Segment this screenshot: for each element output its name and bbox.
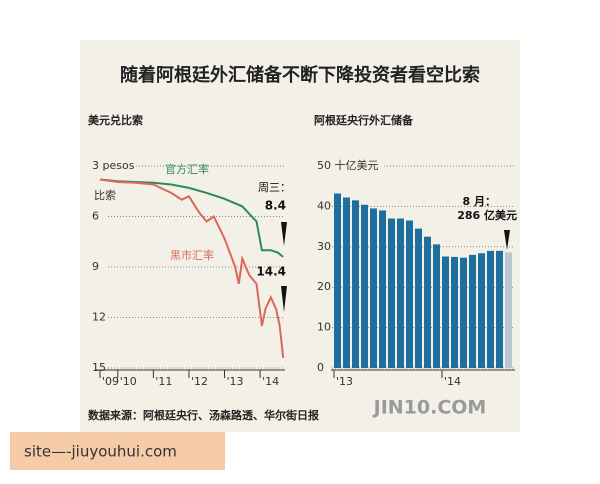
overlay-box (10, 432, 225, 470)
bar (370, 208, 377, 368)
y-tick-label: 20 (317, 280, 331, 293)
bar (469, 254, 476, 368)
overlay-text: site—-jiuyouhui.com (24, 443, 177, 461)
bar (442, 256, 449, 368)
x-tick-label: '13 (227, 375, 244, 388)
y-tick-label: 40 (317, 199, 331, 212)
legend-label: 官方汇率 (165, 162, 209, 176)
bar (496, 250, 503, 368)
pointer (504, 230, 510, 250)
bar (478, 253, 485, 368)
y-unit: 比索 (94, 188, 116, 202)
bar (487, 250, 494, 368)
bar (379, 210, 386, 368)
annotation: 8 月： (463, 195, 496, 208)
x-tick-label: '12 (191, 375, 208, 388)
legend-label: 黑市汇率 (170, 248, 214, 262)
bar (406, 220, 413, 368)
subtitle: 美元兑比索 (88, 113, 143, 127)
bar (352, 200, 359, 368)
y-tick-label: 6 (92, 210, 99, 223)
chart-title: 随着阿根廷外汇储备不断下降投资者看空比索 (120, 64, 480, 86)
y-tick-label: 50 十亿美元 (317, 158, 379, 172)
bar (424, 236, 431, 368)
bar (433, 244, 440, 368)
bar (388, 218, 395, 368)
x-tick-label: '09 (102, 375, 119, 388)
bar (460, 257, 467, 368)
x-tick-label: '14 (262, 375, 279, 388)
x-tick-label: '11 (155, 375, 172, 388)
y-tick-label: 15 (92, 361, 106, 374)
bar (361, 204, 368, 368)
panel (80, 40, 520, 432)
y-tick-label: 10 (317, 321, 331, 334)
bar (451, 256, 458, 368)
pointer (281, 222, 287, 246)
subtitle: 阿根廷央行外汇储备 (314, 113, 414, 127)
y-tick-label: 12 (92, 311, 106, 324)
value-label: 286 亿美元 (457, 208, 517, 222)
x-tick-label: '10 (120, 375, 137, 388)
annotation: 周三： (258, 181, 291, 194)
y-tick-label: 0 (317, 361, 324, 374)
bar (334, 193, 341, 368)
line (99, 178, 285, 359)
x-tick-label: '13 (336, 375, 353, 388)
bar (343, 197, 350, 368)
pointer (281, 286, 287, 312)
bar (415, 228, 422, 368)
source: 数据来源：阿根廷央行、汤森路透、华尔街日报 (88, 408, 320, 422)
x-tick-label: '14 (444, 375, 461, 388)
y-tick-label: 9 (92, 260, 99, 273)
y-tick-label: 3 pesos (92, 159, 135, 172)
end-label: 8.4 (265, 199, 286, 213)
bar (505, 252, 512, 368)
watermark: JIN10.COM (372, 397, 487, 419)
y-tick-label: 30 (317, 240, 331, 253)
bar (397, 218, 404, 368)
end-label: 14.4 (256, 265, 286, 279)
